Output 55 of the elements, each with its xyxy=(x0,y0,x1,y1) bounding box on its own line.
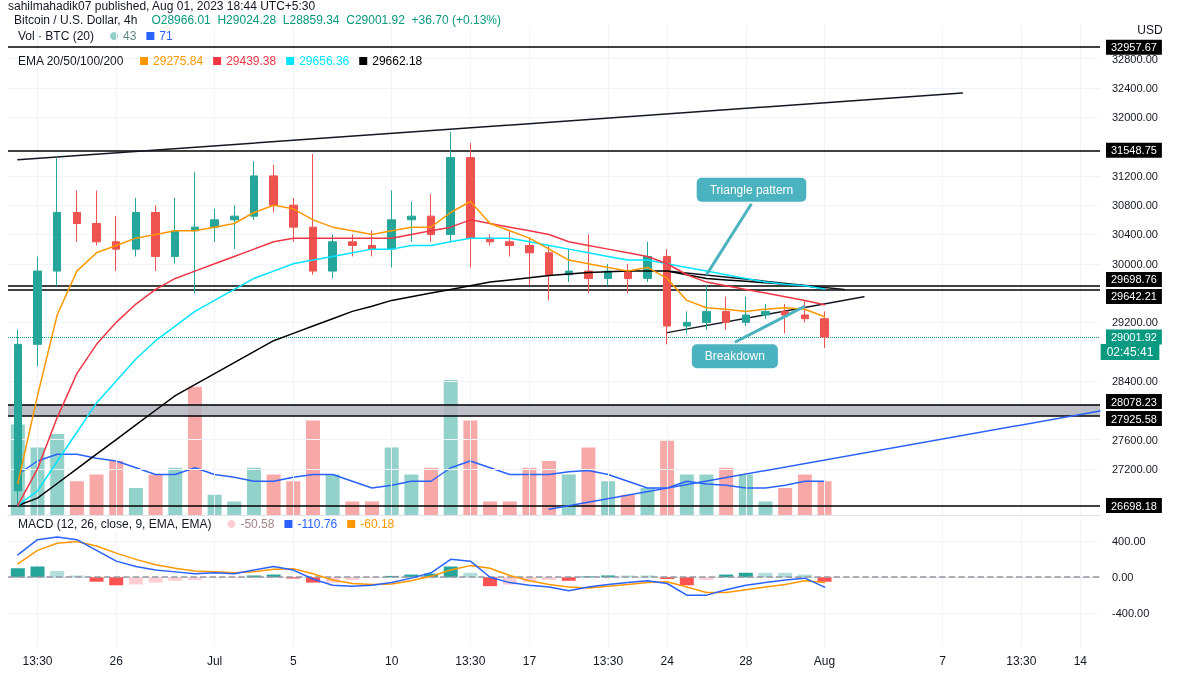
ref-line-label: 29001.92 xyxy=(1111,330,1157,343)
x-tick-label: 28 xyxy=(739,654,753,668)
x-tick-label: Aug xyxy=(813,654,836,668)
legend-label: 29275.84 xyxy=(153,54,204,68)
legend-label: -60.18 xyxy=(360,517,395,531)
legend-label: 43 xyxy=(123,29,137,43)
x-tick-label: 13:30 xyxy=(593,654,624,668)
x-tick-label: 26 xyxy=(109,654,124,668)
annotation: Triangle pattern xyxy=(709,182,794,197)
y-tick-label: -400.00 xyxy=(1112,607,1150,620)
y-tick-label: 400.00 xyxy=(1112,535,1146,548)
ref-line-label: 29698.76 xyxy=(1111,273,1157,286)
legend-title: MACD (12, 26, close, 9, EMA, EMA) xyxy=(18,517,212,531)
text: USD xyxy=(1137,23,1163,37)
legend-label: 29439.38 xyxy=(226,54,277,68)
y-tick-label: 32800.00 xyxy=(1112,52,1158,65)
y-tick-label: 27200.00 xyxy=(1112,462,1158,475)
x-tick-label: 13:30 xyxy=(22,654,53,668)
text: 02:45:41 xyxy=(1106,345,1154,359)
x-tick-label: 10 xyxy=(385,654,399,668)
y-tick-label: 0.00 xyxy=(1112,571,1134,584)
x-tick-label: 14 xyxy=(1073,654,1088,668)
annotation: Breakdown xyxy=(704,349,765,364)
ref-line-label: 27925.58 xyxy=(1111,412,1157,425)
legend-label: 29656.36 xyxy=(299,54,350,68)
x-tick-label: 5 xyxy=(289,654,297,668)
y-tick-label: 32000.00 xyxy=(1112,111,1158,124)
text: sahilmahadik07 published, Aug 01, 2023 18:44 UTC+5:30 xyxy=(8,0,316,13)
x-tick-label: 24 xyxy=(660,654,675,668)
y-tick-label: 30400.00 xyxy=(1112,228,1158,241)
legend-label: 29662.18 xyxy=(372,54,423,68)
x-tick-label: Jul xyxy=(206,654,223,668)
legend-title: Vol · BTC (20) xyxy=(18,29,95,43)
y-tick-label: 30800.00 xyxy=(1112,199,1158,212)
legend-label: 71 xyxy=(159,29,174,43)
legend-title: EMA 20/50/100/200 xyxy=(18,54,124,68)
x-tick-label: 7 xyxy=(939,654,947,668)
ref-line-label: 26698.18 xyxy=(1111,499,1157,512)
ref-line-label: 31548.75 xyxy=(1111,144,1157,157)
x-tick-label: 13:30 xyxy=(1006,654,1037,668)
ref-line-label: 32957.67 xyxy=(1111,41,1157,54)
y-tick-label: 30000.00 xyxy=(1112,257,1158,270)
ref-line-label: 29642.21 xyxy=(1111,290,1157,303)
x-tick-label: 17 xyxy=(522,654,537,668)
legend-label: -110.76 xyxy=(297,517,338,531)
y-tick-label: 31200.00 xyxy=(1112,169,1158,182)
x-tick-label: 13:30 xyxy=(455,654,486,668)
y-tick-label: 29200.00 xyxy=(1112,316,1158,329)
y-tick-label: 27600.00 xyxy=(1112,433,1158,446)
annotation: O28966.01 H29024.28 L28859.34 C29001.92 +36.70 (+0.13%) xyxy=(151,13,502,27)
ref-line-label: 28078.23 xyxy=(1111,395,1157,408)
chart-title: Bitcoin / U.S. Dollar, 4h xyxy=(14,13,138,27)
y-tick-label: 28400.00 xyxy=(1112,374,1158,387)
legend-label: -50.58 xyxy=(240,517,275,531)
y-tick-label: 32400.00 xyxy=(1112,81,1158,94)
